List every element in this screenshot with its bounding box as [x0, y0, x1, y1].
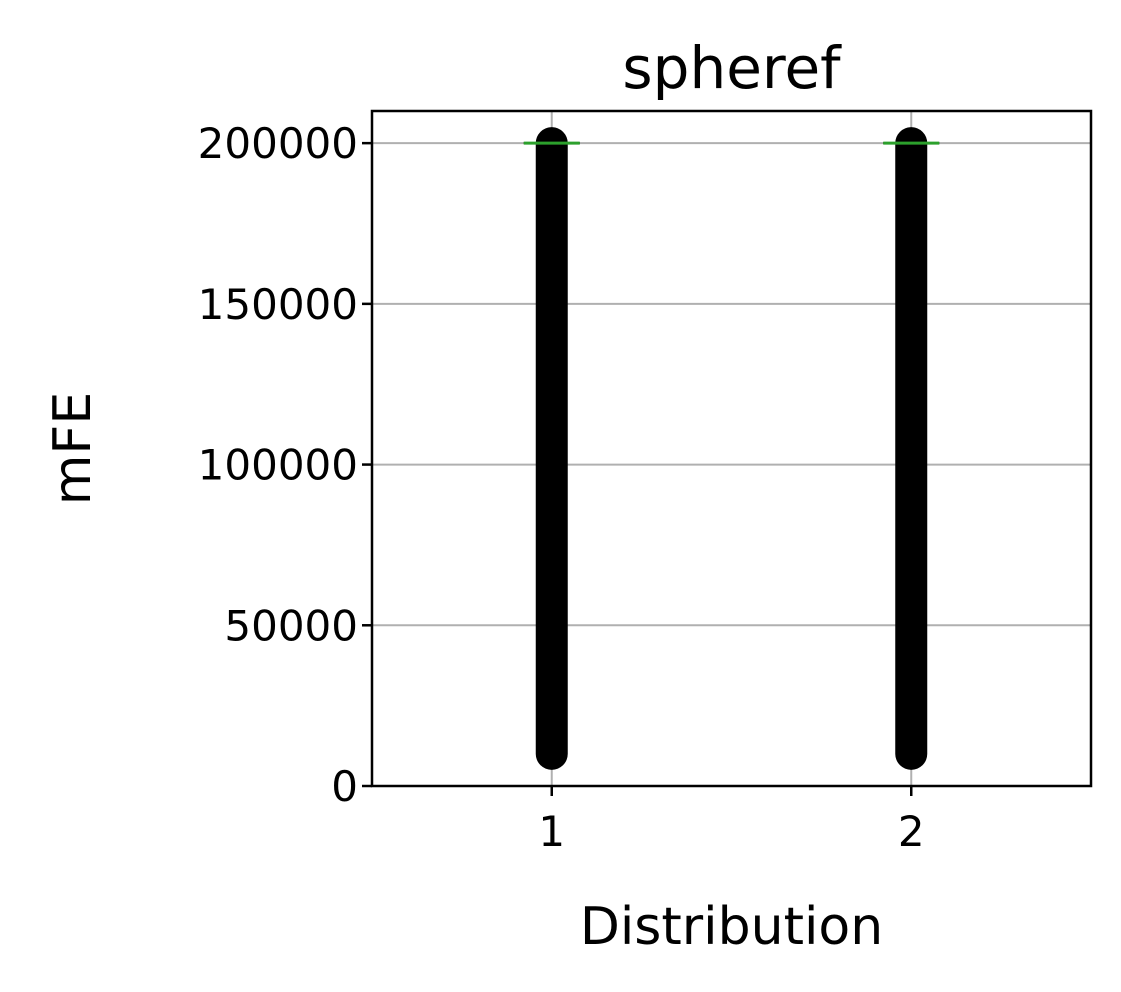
y-axis-label: mFE — [43, 392, 103, 505]
chart-title: spheref — [622, 34, 842, 102]
y-tick-label: 150000 — [198, 280, 358, 329]
x-tick-label: 2 — [898, 807, 925, 856]
y-tick-label: 200000 — [198, 119, 358, 168]
y-tick-label: 0 — [331, 762, 358, 811]
y-tick-label: 100000 — [198, 441, 358, 490]
y-tick-label: 50000 — [224, 601, 358, 650]
tick-layer: 0 50000 100000 150000 200000 1 2 — [198, 119, 925, 856]
x-tick-label: 1 — [538, 807, 565, 856]
data-layer — [523, 127, 940, 770]
x-axis-label: Distribution — [580, 897, 883, 957]
plot-frame — [370, 109, 1093, 788]
